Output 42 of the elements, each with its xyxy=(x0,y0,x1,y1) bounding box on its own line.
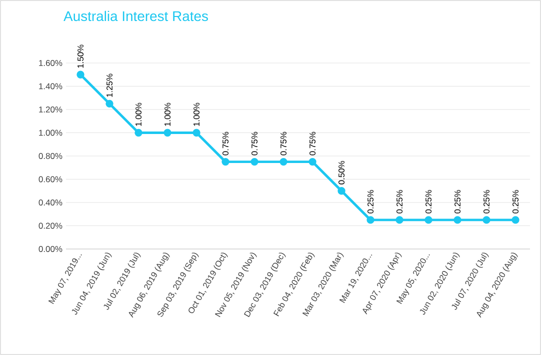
data-label: 0.25% xyxy=(484,190,490,214)
y-tick-label: 1.40% xyxy=(39,83,62,90)
point xyxy=(338,187,346,195)
data-label: 0.25% xyxy=(368,190,374,214)
point xyxy=(164,128,172,137)
y-tick-label: 1.60% xyxy=(39,60,62,66)
y-tick-label: 0.80% xyxy=(38,153,62,159)
data-label: 1.00% xyxy=(164,102,170,126)
point xyxy=(222,158,230,166)
point xyxy=(192,128,200,137)
point xyxy=(76,70,84,78)
data-label: 0.50% xyxy=(338,160,344,184)
y-tick-label: 1.20% xyxy=(39,106,62,112)
chart-title: Australia Interest Rates xyxy=(64,10,208,22)
y-tick-label: 0.00% xyxy=(38,246,62,252)
data-label: 1.00% xyxy=(194,102,200,126)
point xyxy=(482,216,490,224)
data-label: 0.75% xyxy=(310,132,316,156)
data-label: 0.25% xyxy=(454,190,460,214)
point xyxy=(250,158,258,166)
point xyxy=(396,216,404,224)
point xyxy=(512,216,520,224)
point xyxy=(366,216,374,224)
data-label: 1.25% xyxy=(106,74,112,97)
data-label: 0.25% xyxy=(396,190,402,214)
data-label: 0.75% xyxy=(222,132,228,156)
point xyxy=(106,100,114,108)
data-label: 1.00% xyxy=(136,102,142,126)
point xyxy=(454,216,462,224)
data-label: 0.25% xyxy=(426,190,432,214)
data-label: 0.75% xyxy=(280,132,286,156)
data-label: 0.75% xyxy=(252,132,258,156)
point xyxy=(280,158,288,166)
y-tick-label: 0.60% xyxy=(38,176,62,182)
y-tick-label: 0.20% xyxy=(38,222,62,229)
point xyxy=(134,128,142,137)
y-tick-label: 1.00% xyxy=(39,130,62,136)
point xyxy=(424,216,432,224)
y-tick-label: 0.40% xyxy=(38,200,62,206)
data-label: 1.50% xyxy=(78,44,84,68)
point xyxy=(308,158,316,166)
data-label: 0.25% xyxy=(512,190,518,214)
